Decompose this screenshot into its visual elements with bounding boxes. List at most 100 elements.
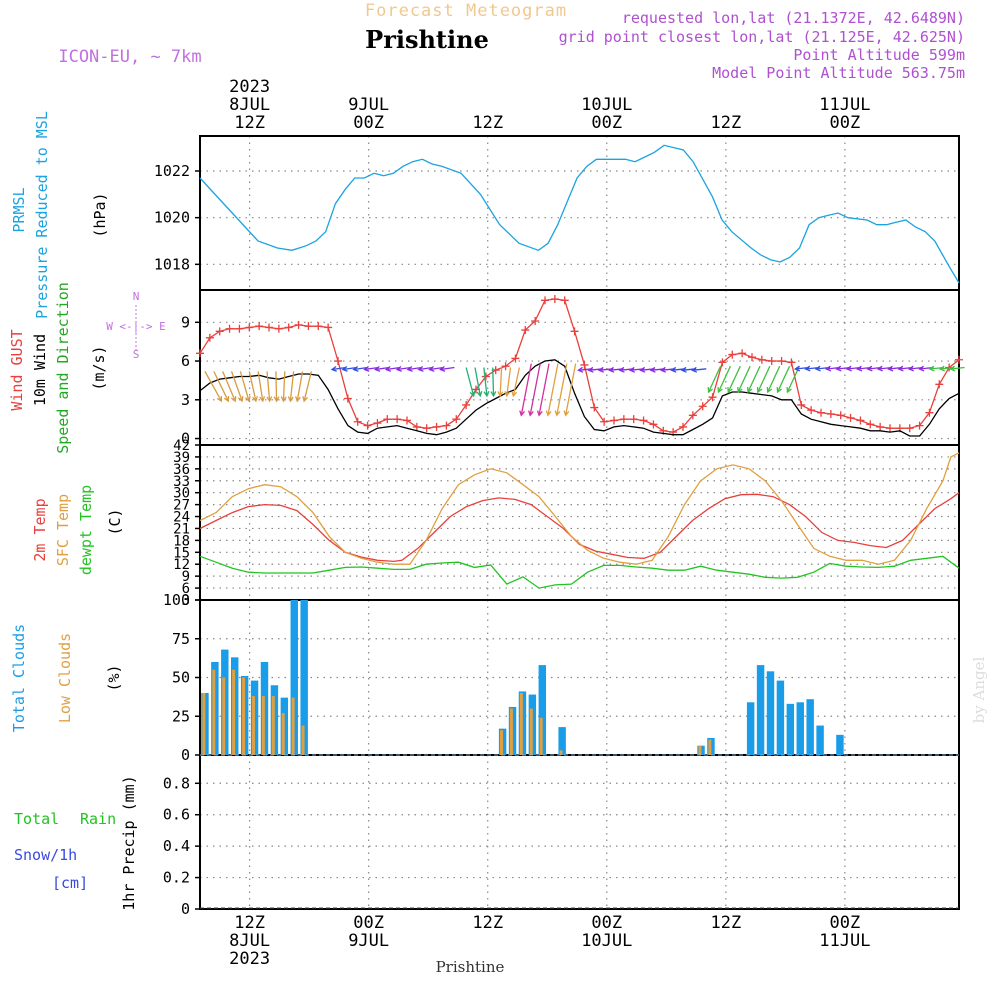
gust-point: [570, 327, 579, 336]
wind-arrow-s-head: [259, 396, 266, 403]
wind-arrow-w2-head: [639, 366, 646, 373]
wind-arrow-w3-head: [938, 365, 946, 372]
gust-point: [462, 400, 471, 409]
top-axis-hour: 12Z: [234, 113, 265, 133]
low-cloud-bar: [500, 730, 503, 755]
wind-arrow-w-head: [384, 365, 392, 372]
wind-arrow-s-head: [223, 396, 230, 403]
gust-point: [748, 353, 756, 362]
temp-tick-label: 12: [173, 557, 190, 573]
wind-series: [196, 295, 965, 437]
gust-point: [373, 419, 382, 428]
wind-arrow-s3: [767, 365, 781, 393]
sfc-label: SFC Temp: [54, 494, 72, 566]
top-axis-year: 2023: [229, 77, 270, 97]
bottom-axis-hour: 00Z: [353, 913, 384, 933]
wind-arrow-w-head: [439, 365, 446, 372]
temp-tick-label: 18: [173, 533, 190, 549]
wind-arrow-s3: [737, 365, 751, 393]
requested-lonlat: requested lon,lat (21.1372E, 42.6489N): [622, 9, 965, 27]
wind-arrow-s2: [465, 367, 475, 397]
temp-series: [199, 452, 960, 589]
sfc-temp-line: [199, 452, 960, 565]
gust-point: [531, 317, 540, 325]
gust-point: [304, 322, 313, 331]
clouds-tick-label: 50: [172, 669, 190, 687]
compass-s: S: [133, 348, 140, 361]
wind-arrow-w: [440, 366, 455, 371]
wind-arrow-s-head: [295, 396, 301, 403]
precip-unit: 1hr Precip (mm): [120, 775, 138, 910]
gust-point: [856, 416, 865, 425]
wind-arrow-w2-head: [659, 366, 667, 373]
wind-arrow-s: [282, 371, 286, 402]
wind-arrow-s3-head: [756, 387, 763, 394]
gust-point: [215, 327, 224, 336]
wind-arrow-s-head: [237, 396, 244, 403]
wind-arrow-w: [386, 366, 401, 371]
gust-point: [836, 411, 845, 420]
wind-labels: Wind GUST 10m Wind Speed and Direction (…: [8, 282, 166, 454]
bottom-axis-hour: 00Z: [830, 913, 861, 933]
gust-point: [590, 403, 599, 412]
wind-arrow-s: [275, 371, 278, 402]
prmsl-line: [199, 144, 960, 284]
pressure-labels: PRMSL Pressure Reduced to MSL (hPa): [10, 111, 109, 319]
wind-arrow-w3-head: [918, 365, 925, 372]
gust-point: [797, 400, 806, 409]
gust-point: [915, 421, 924, 430]
wind-line: [199, 359, 960, 437]
wind-arrow-sw: [538, 363, 550, 416]
wind-arrow-s: [204, 371, 222, 402]
wind-arrow-s-head: [280, 396, 287, 403]
wind-arrow-s3: [776, 365, 791, 393]
wind-arrow-sw: [520, 363, 532, 416]
pressure-tick-label: 1018: [154, 255, 190, 273]
bottom-axis-date: 10JUL: [581, 931, 632, 951]
low-cloud-bar: [519, 693, 523, 755]
top-axis-hour: 00Z: [830, 113, 861, 133]
wind-arrow-w3-head: [835, 365, 842, 372]
total-cloud-bar: [746, 702, 755, 755]
gust-point: [245, 323, 254, 332]
gust-point: [255, 322, 264, 331]
gust-point: [629, 415, 638, 424]
wind-arrow-s: [289, 371, 295, 402]
total-cloud-bar: [756, 665, 765, 755]
wind-arrow-w3-head: [845, 365, 852, 372]
gust-point: [866, 420, 875, 429]
wind-arrow-s: [296, 371, 304, 402]
temp-tick-label: 42: [173, 438, 190, 454]
cloud-labels: Total Clouds Low Clouds (%): [10, 624, 123, 732]
gust-point: [196, 349, 204, 358]
wind-arrow-w: [429, 366, 444, 371]
gust-point: [393, 415, 402, 424]
precip-labels: Total Rain Snow/1h [cm] 1hr Precip (mm): [14, 775, 138, 910]
clouds-tick-label: 0: [181, 746, 190, 764]
low-cloud-bar: [301, 725, 305, 755]
gust-point: [452, 415, 461, 424]
gust-point: [383, 415, 392, 424]
total-label: Total: [14, 810, 59, 828]
wind-arrow-sw: [556, 363, 568, 416]
top-axis-date: 11JUL: [819, 95, 870, 115]
low-cloud-bar: [509, 708, 513, 755]
gust-point: [422, 424, 431, 433]
wind-arrow-sw-head: [563, 410, 570, 417]
wind-arrow-s: [230, 371, 243, 402]
wind-arrow-s2: [499, 367, 503, 396]
temp-tick-label: 24: [173, 510, 190, 526]
wind-arrow-w3-head: [907, 365, 915, 372]
gust-point: [265, 323, 273, 332]
direction-label: Speed and Direction: [54, 282, 72, 454]
watermark: by Angel: [970, 656, 988, 723]
gust-point: [935, 380, 944, 389]
wind-arrow-s-head: [230, 396, 237, 403]
wind-tick-label: 0: [181, 430, 190, 448]
precip-tick-label: 0.2: [163, 869, 190, 887]
wind-arrow-s3: [717, 365, 732, 393]
prmsl-label-2: Pressure Reduced to MSL: [33, 111, 51, 319]
low-cloud-bar: [529, 708, 533, 755]
wind-arrow-s2: [492, 367, 495, 396]
